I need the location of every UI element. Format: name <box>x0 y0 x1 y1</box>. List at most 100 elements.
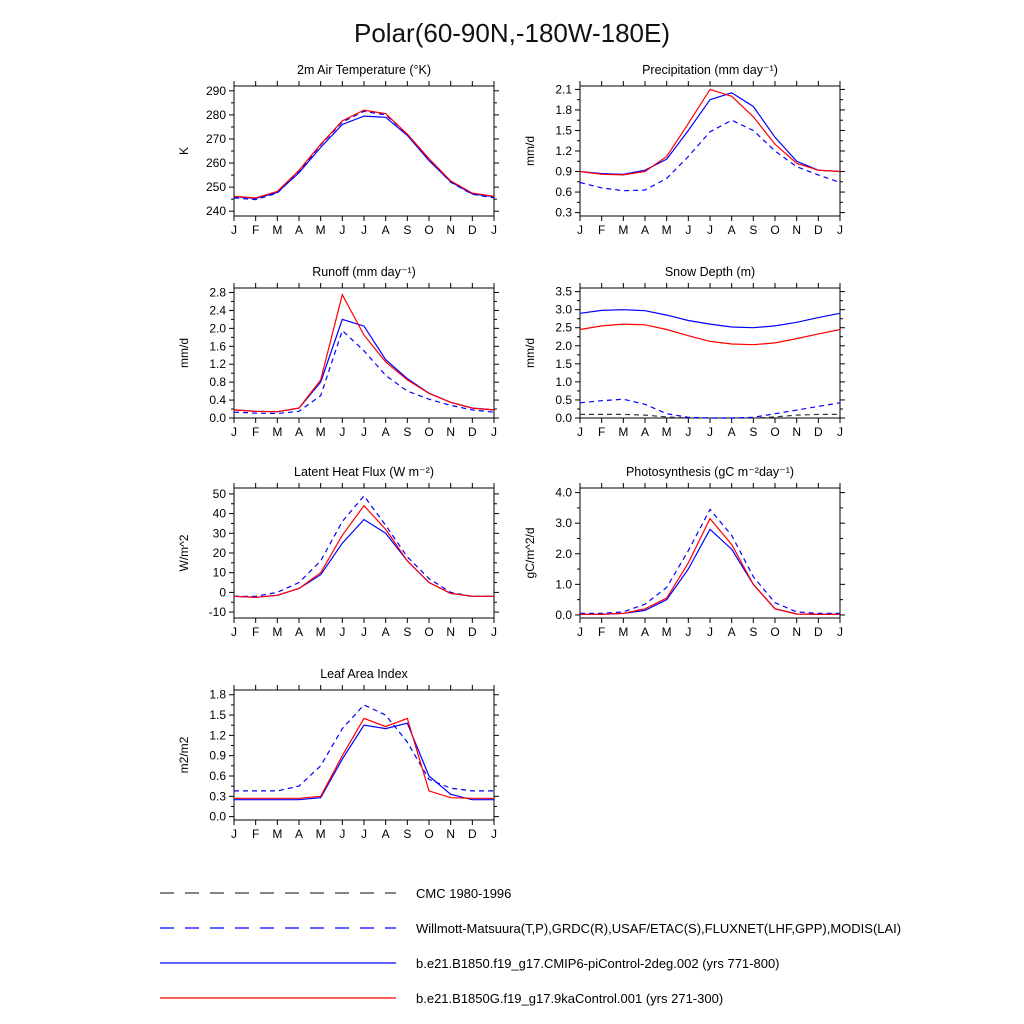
y-tick-label: 2.0 <box>555 547 572 561</box>
y-axis-label: gC/m^2/d <box>523 528 537 579</box>
x-tick-label: J <box>231 425 237 439</box>
legend-line-sample <box>160 997 396 999</box>
x-tick-label: J <box>231 625 237 639</box>
chart-title: Snow Depth (m) <box>665 265 755 279</box>
y-tick-label: 0.4 <box>209 393 226 407</box>
y-tick-label: 40 <box>213 507 227 521</box>
y-tick-label: 250 <box>206 180 226 194</box>
chart-svg: Snow Depth (m) mm/d 0.0 0.5 1.0 1.5 2.0 2.5 3.0 3… <box>523 265 845 439</box>
series-model-9ka <box>233 293 495 413</box>
y-tick-label: 1.8 <box>555 103 572 117</box>
y-tick-label: 0.9 <box>555 165 572 179</box>
y-tick-label: 260 <box>206 156 226 170</box>
x-tick-label: S <box>749 223 757 237</box>
x-tick-label: F <box>252 625 259 639</box>
plot-frame <box>579 287 841 419</box>
x-tick-label: N <box>446 223 455 237</box>
x-tick-label: J <box>707 625 713 639</box>
x-tick-label: F <box>598 625 605 639</box>
y-tick-label: 1.5 <box>555 357 572 371</box>
y-tick-label: 1.5 <box>555 123 572 137</box>
series-obs-blend <box>580 508 840 614</box>
series-obs-cmc <box>580 413 840 419</box>
x-tick-label: A <box>641 625 649 639</box>
y-tick-label: 0.0 <box>555 411 572 425</box>
x-tick-label: A <box>641 223 649 237</box>
x-tick-label: M <box>272 827 282 841</box>
x-tick-label: M <box>662 425 672 439</box>
y-tick-label: 1.8 <box>209 688 226 702</box>
chart-title: Photosynthesis (gC m⁻²day⁻¹) <box>626 465 794 479</box>
legend-entry-label: Willmott-Matsuura(T,P),GRDC(R),USAF/ETAC… <box>416 920 902 936</box>
y-tick-label: 2.1 <box>555 82 572 96</box>
x-tick-label: N <box>792 223 801 237</box>
legend-entry-cmc: CMC 1980-1996 <box>158 882 901 904</box>
x-tick-label: D <box>814 425 823 439</box>
x-tick-label: O <box>424 625 433 639</box>
x-tick-label: J <box>231 223 237 237</box>
legend-entry-9ka: b.e21.B1850G.f19_g17.9kaControl.001 (yrs… <box>158 987 901 1009</box>
x-tick-label: N <box>446 425 455 439</box>
x-tick-label: D <box>814 223 823 237</box>
x-tick-label: J <box>837 425 843 439</box>
x-tick-label: J <box>491 827 497 841</box>
x-tick-label: A <box>382 425 390 439</box>
y-tick-label: 280 <box>206 108 226 122</box>
y-tick-label: 1.0 <box>555 577 572 591</box>
x-tick-label: J <box>491 625 497 639</box>
x-tick-label: F <box>598 223 605 237</box>
chart-svg: Latent Heat Flux (W m⁻²) W/m^2 -10 0 10 20 30 4… <box>177 465 499 639</box>
chart-title: Leaf Area Index <box>320 667 408 681</box>
legend-entry-label: CMC 1980-1996 <box>416 885 512 901</box>
y-tick-label: 1.0 <box>555 375 572 389</box>
y-tick-label: 0.8 <box>209 375 226 389</box>
x-tick-label: J <box>491 223 497 237</box>
chart-title: Runoff (mm day⁻¹) <box>312 265 416 279</box>
x-tick-label: S <box>403 625 411 639</box>
y-tick-label: 1.5 <box>209 708 226 722</box>
series-model-picontrol <box>233 318 495 413</box>
y-tick-label: 0.5 <box>555 393 572 407</box>
chart-svg: 2m Air Temperature (°K) K 240 250 260 270 280 2… <box>177 63 499 237</box>
y-tick-label: 2.4 <box>209 303 226 317</box>
y-axis-label: mm/d <box>523 338 537 368</box>
x-tick-label: F <box>252 223 259 237</box>
series-model-9ka <box>233 504 494 598</box>
x-tick-label: A <box>382 223 390 237</box>
y-tick-label: 0.3 <box>555 206 572 220</box>
x-tick-label: J <box>491 425 497 439</box>
y-tick-label: 0.9 <box>209 749 226 763</box>
series-model-picontrol <box>579 309 841 329</box>
chart-svg: Precipitation (mm day⁻¹) mm/d 0.3 0.6 0.9 1.2… <box>523 63 845 237</box>
y-tick-label: 0.0 <box>209 411 226 425</box>
x-tick-label: M <box>618 223 628 237</box>
x-tick-label: M <box>272 223 282 237</box>
y-tick-label: 1.2 <box>209 728 226 742</box>
y-tick-label: 1.2 <box>555 144 572 158</box>
plot-frame <box>233 85 495 217</box>
x-tick-label: J <box>361 625 367 639</box>
plot-frame <box>233 487 495 619</box>
x-tick-label: M <box>272 625 282 639</box>
x-tick-label: S <box>403 827 411 841</box>
y-axis-label: mm/d <box>177 338 191 368</box>
plot-frame <box>579 85 841 217</box>
x-tick-label: J <box>577 425 583 439</box>
series-obs-blend <box>233 110 495 201</box>
x-tick-label: N <box>446 827 455 841</box>
x-tick-label: M <box>662 625 672 639</box>
x-tick-label: M <box>618 625 628 639</box>
x-tick-label: A <box>295 827 303 841</box>
x-tick-label: D <box>814 625 823 639</box>
x-tick-label: N <box>446 625 455 639</box>
legend-line-sample <box>160 892 396 894</box>
x-tick-label: J <box>361 425 367 439</box>
series-model-picontrol <box>233 115 495 200</box>
x-tick-label: S <box>403 223 411 237</box>
y-tick-label: 0.3 <box>209 789 226 803</box>
series-model-9ka <box>579 323 841 346</box>
y-tick-label: 2.8 <box>209 285 226 299</box>
y-axis-label: m2/m2 <box>177 736 191 773</box>
y-tick-label: 290 <box>206 84 226 98</box>
y-tick-label: 10 <box>213 566 227 580</box>
